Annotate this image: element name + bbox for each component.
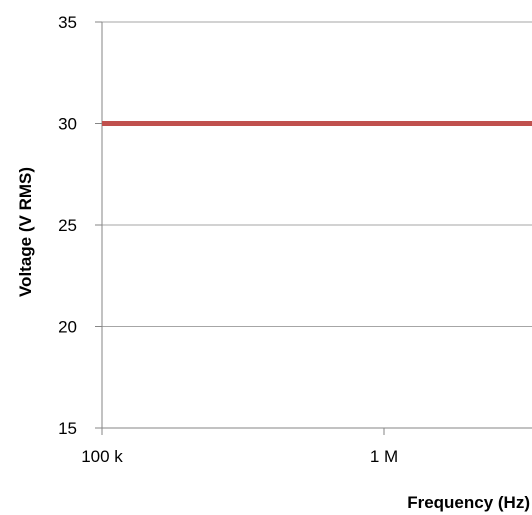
x-tick-label-1: 1 M (370, 447, 398, 466)
y-tick-label-20: 20 (58, 318, 77, 337)
axis-layer (95, 21, 532, 435)
y-tick-label-30: 30 (58, 115, 77, 134)
y-axis-title: Voltage (V RMS) (16, 167, 35, 297)
grid-layer (102, 21, 532, 327)
label-layer: 15 20 25 30 35 100 k 1 M (58, 13, 398, 466)
y-tick-label-25: 25 (58, 216, 77, 235)
y-tick-label-15: 15 (58, 419, 77, 438)
y-tick-label-35: 35 (58, 13, 77, 32)
x-tick-label-0: 100 k (81, 447, 123, 466)
x-axis-title: Frequency (Hz) (407, 493, 530, 512)
